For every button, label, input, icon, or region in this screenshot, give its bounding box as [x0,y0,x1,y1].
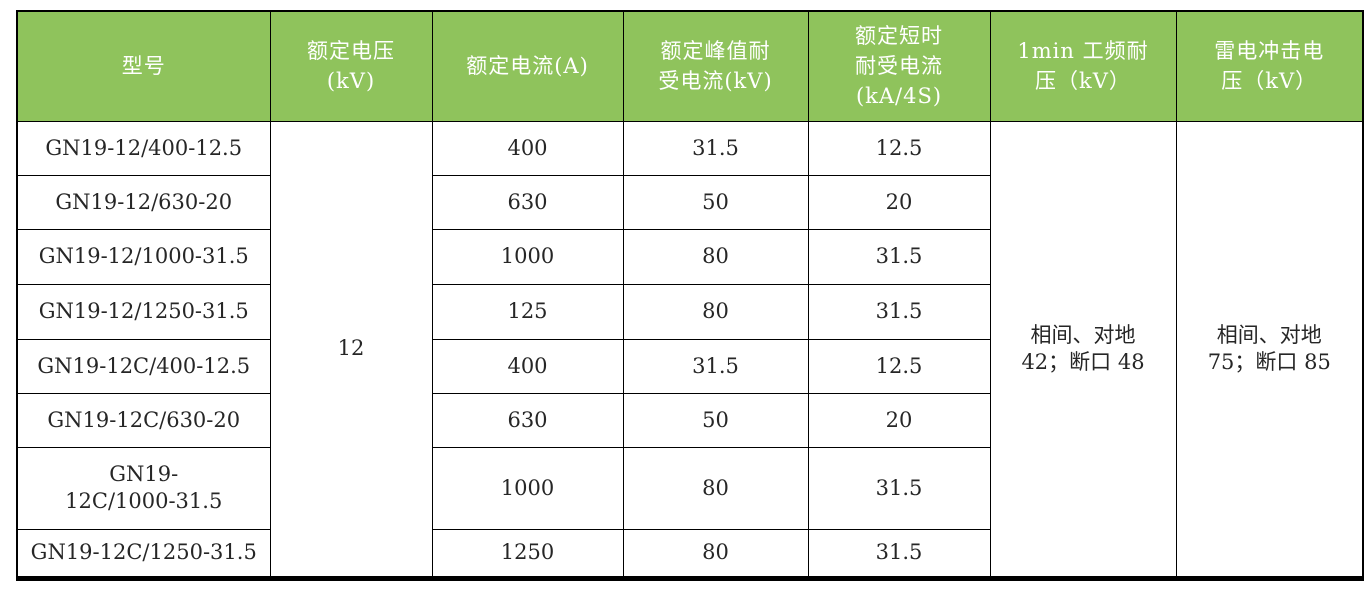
model-cell: GN19-12/630-20 [16,174,271,230]
short-time-withstand-cell: 12.5 [807,338,991,394]
header-rated-voltage: 额定电压 (kV) [269,10,433,122]
header-peak-withstand-current: 额定峰值耐 受电流(kV) [622,10,809,122]
header-short-time-withstand-current: 额定短时 耐受电流 (kA/4S) [807,10,991,122]
rated-current-cell: 630 [431,174,624,230]
table-row: GN19- 12C/1000-31.5 1000 80 31.5 [16,446,1363,530]
table-row: GN19-12/1250-31.5 125 80 31.5 [16,283,1363,340]
peak-withstand-cell: 31.5 [622,338,809,394]
header-power-frequency-withstand-voltage: 1min 工频耐 压（kV） [989,10,1177,122]
power-frequency-withstand-merged-cell: 相间、对地 42；断口 48 [989,120,1177,579]
peak-withstand-cell: 80 [622,446,809,530]
model-cell: GN19-12/400-12.5 [16,120,271,176]
short-time-withstand-cell: 12.5 [807,120,991,176]
model-cell: GN19- 12C/1000-31.5 [16,446,271,530]
peak-withstand-cell: 80 [622,228,809,285]
rated-current-cell: 1250 [431,528,624,579]
header-model: 型号 [16,10,271,122]
table-row: GN19-12/400-12.5 12 400 31.5 12.5 相间、对地 … [16,120,1364,579]
rated-current-cell: 1000 [431,446,624,530]
peak-withstand-cell: 31.5 [622,120,809,176]
model-cell: GN19-12C/400-12.5 [16,338,271,394]
peak-withstand-cell: 50 [622,392,809,448]
header-rated-current: 额定电流(A) [431,10,624,122]
table-row: GN19-12C/400-12.5 400 31.5 12.5 [16,338,1363,394]
spec-table: 型号 额定电压 (kV) 额定电流(A) 额定峰值耐 受电流(kV) 额定短时 … [16,10,1364,581]
rated-voltage-merged-cell: 12 [269,120,433,579]
peak-withstand-cell: 80 [622,283,809,340]
rated-current-cell: 1000 [431,228,624,285]
rated-current-cell: 125 [431,283,624,340]
short-time-withstand-cell: 20 [807,174,991,230]
lightning-impulse-merged-cell: 相间、对地 75；断口 85 [1175,120,1364,579]
rated-current-cell: 400 [431,120,624,176]
model-cell: GN19-12C/1250-31.5 [16,528,271,579]
rated-current-cell: 400 [431,338,624,394]
model-cell: GN19-12/1250-31.5 [16,283,271,340]
header-lightning-impulse-voltage: 雷电冲击电 压（kV） [1175,10,1364,122]
table-row: GN19-12C/1250-31.5 1250 80 31.5 [16,528,1363,579]
model-cell: GN19-12/1000-31.5 [16,228,271,285]
short-time-withstand-cell: 31.5 [807,446,991,530]
short-time-withstand-cell: 31.5 [807,228,991,285]
short-time-withstand-cell: 20 [807,392,991,448]
short-time-withstand-cell: 31.5 [807,283,991,340]
peak-withstand-cell: 50 [622,174,809,230]
rated-current-cell: 630 [431,392,624,448]
header-row: 型号 额定电压 (kV) 额定电流(A) 额定峰值耐 受电流(kV) 额定短时 … [16,10,1364,122]
peak-withstand-cell: 80 [622,528,809,579]
short-time-withstand-cell: 31.5 [807,528,991,579]
model-cell: GN19-12C/630-20 [16,392,271,448]
table-row: GN19-12C/630-20 630 50 20 [16,392,1363,448]
